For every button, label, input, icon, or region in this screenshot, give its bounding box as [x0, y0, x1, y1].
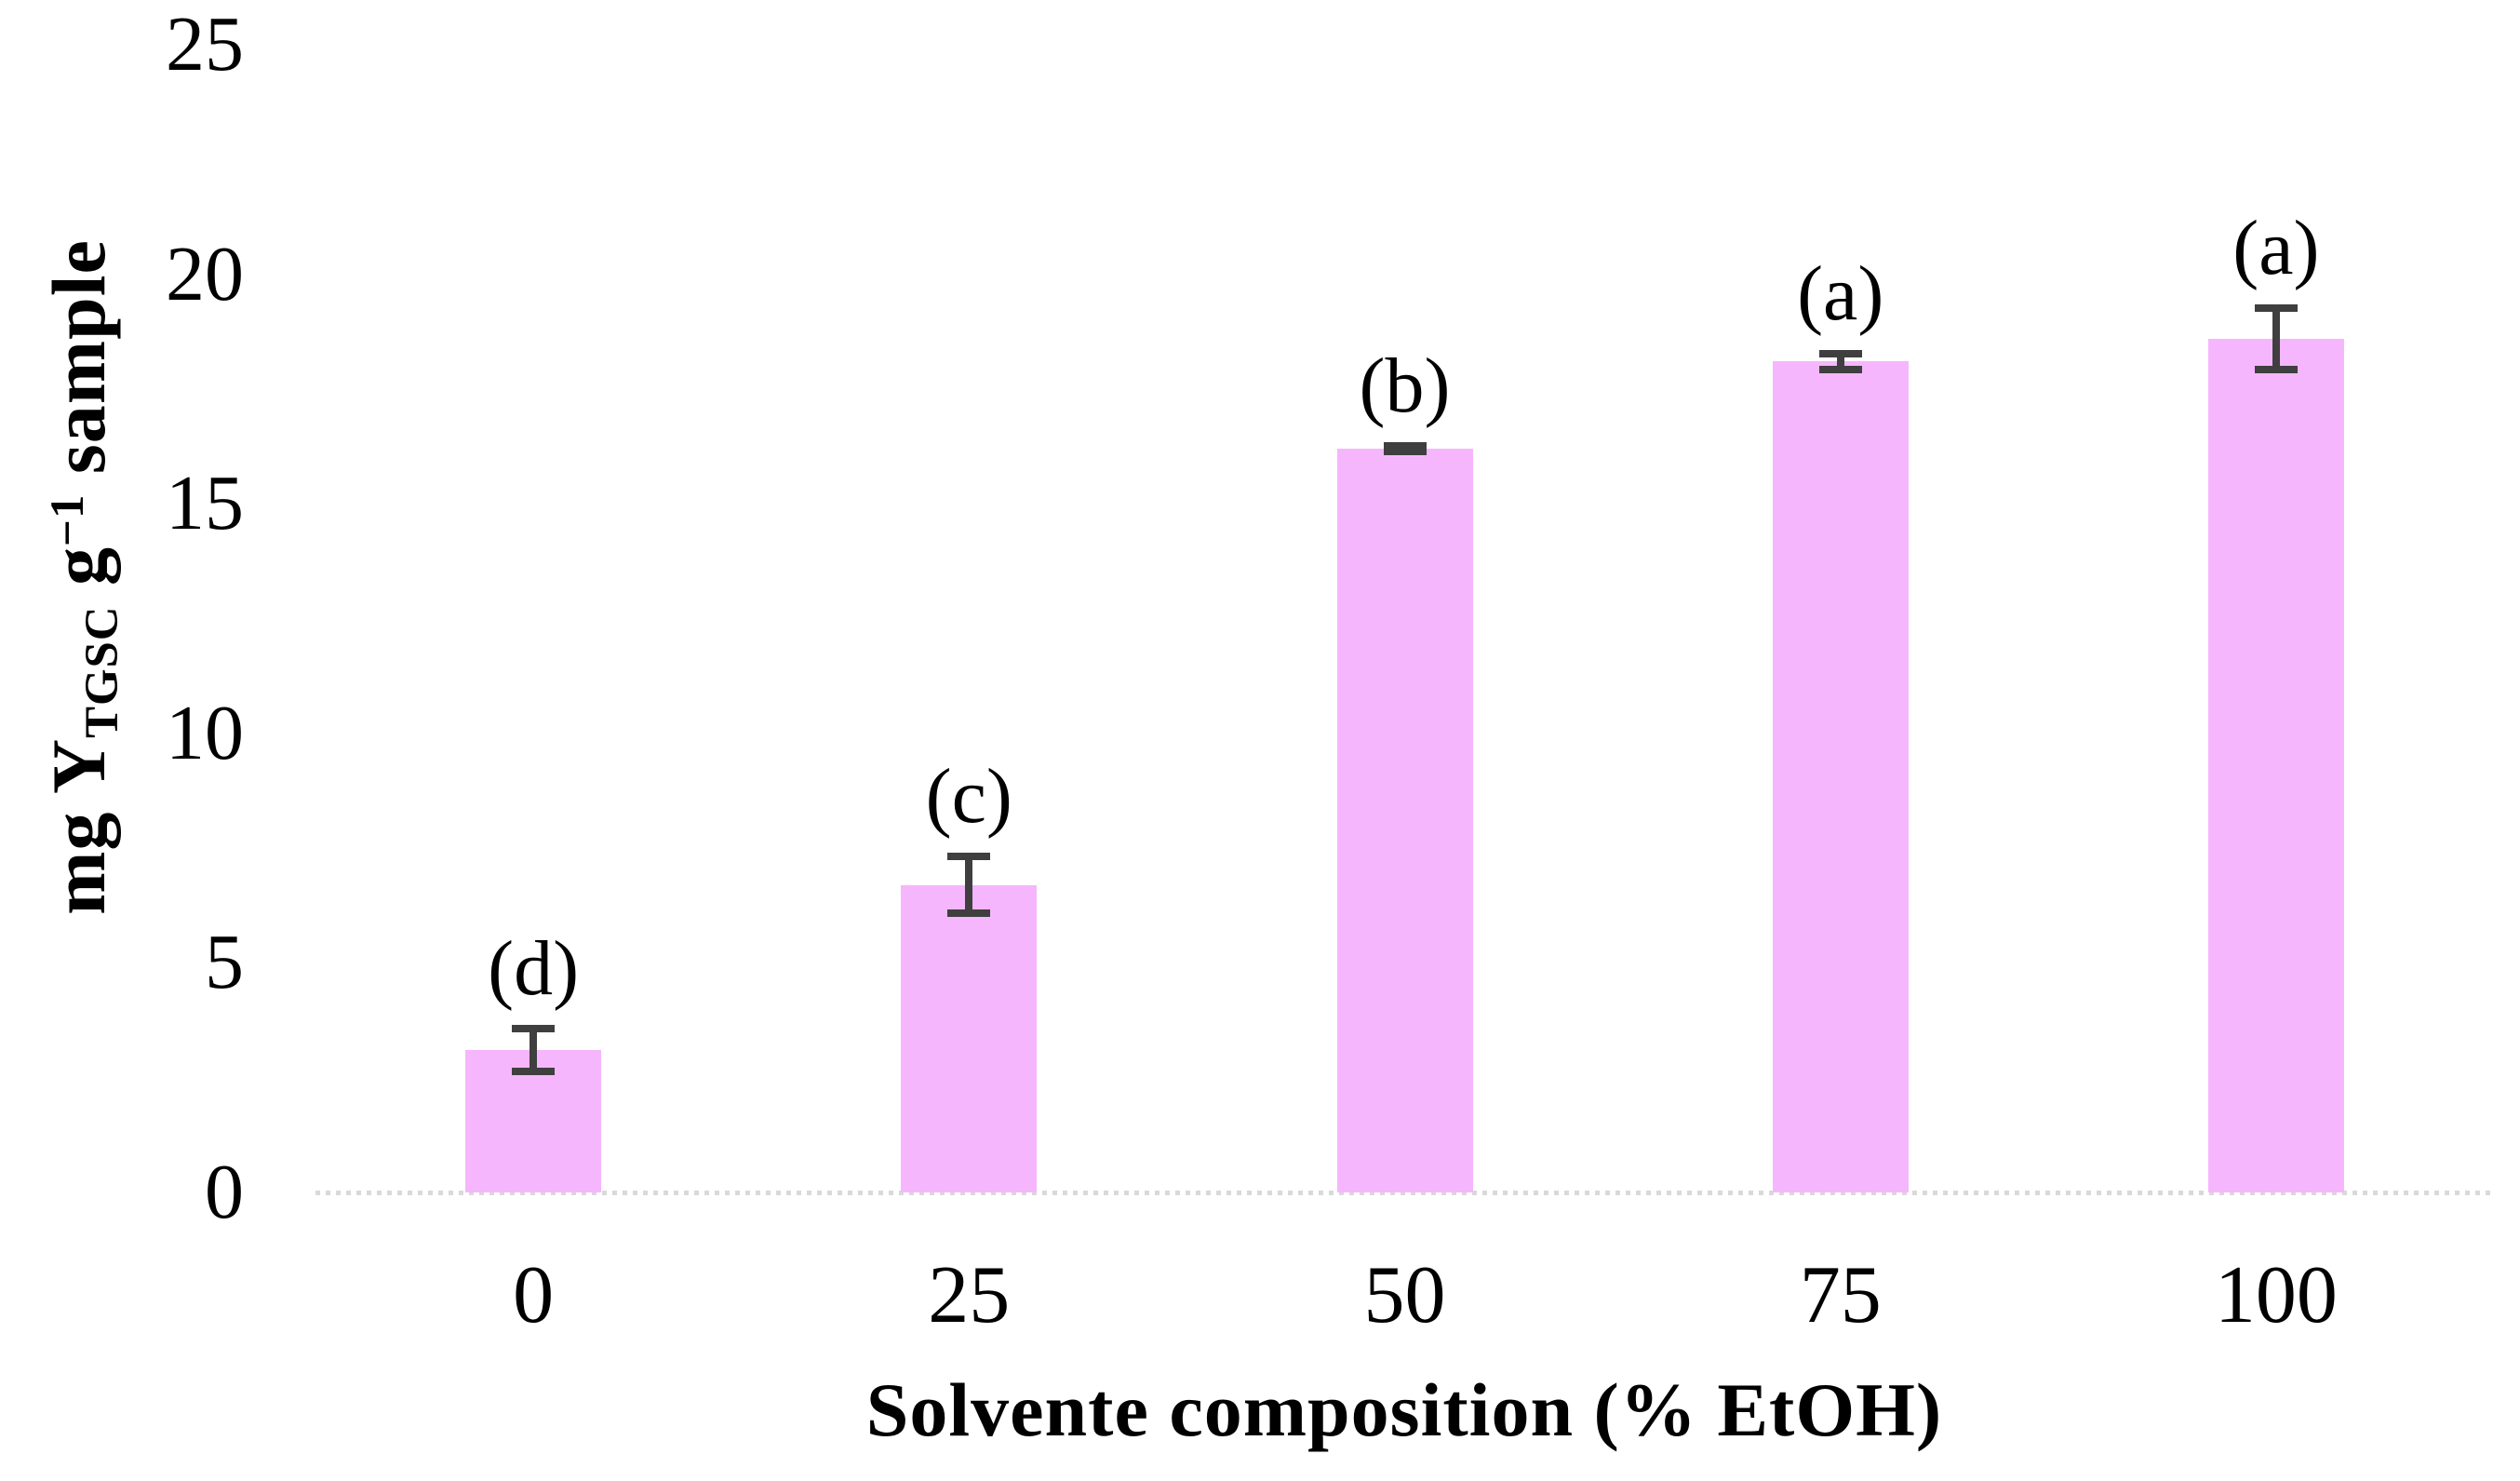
error-bar-whisker [965, 853, 973, 918]
y-tick-label: 15 [166, 460, 244, 547]
x-tick-label: 75 [1799, 1250, 1882, 1340]
y-tick-label: 20 [166, 230, 244, 317]
y-tick-label: 10 [166, 689, 244, 776]
bar [1336, 449, 1473, 1192]
error-bar-cap-bottom [947, 909, 991, 918]
error-bar-cap-top [512, 1024, 556, 1032]
y-tick-label: 5 [205, 919, 244, 1006]
x-axis-title: Solvente composition (% EtOH) [865, 1367, 1943, 1452]
error-bar-cap-top [947, 853, 991, 861]
error-bar-cap-bottom [2254, 365, 2298, 373]
error-bar-whisker [1836, 349, 1844, 373]
x-tick-label: 100 [2214, 1250, 2338, 1340]
y-axis-title: mg YTGSC g−1 sample [35, 239, 127, 915]
x-axis-line [315, 1191, 2494, 1195]
error-bar-whisker [2272, 303, 2280, 373]
y-tick-label: 0 [205, 1149, 244, 1235]
error-bar-whisker [529, 1024, 538, 1076]
error-bar-cap-bottom [1383, 448, 1427, 456]
y-axis-title-mid: g [36, 545, 121, 606]
error-bar-cap-bottom [512, 1068, 556, 1076]
x-tick-label: 25 [928, 1250, 1011, 1340]
significance-letter: (a) [1797, 249, 1884, 337]
x-tick-label: 0 [513, 1250, 555, 1340]
error-bar-cap-bottom [1818, 365, 1862, 373]
significance-letter: (c) [925, 753, 1012, 841]
x-tick-label: 50 [1363, 1250, 1446, 1340]
error-bar-cap-top [2254, 303, 2298, 312]
significance-letter: (a) [2232, 204, 2320, 291]
error-bar-cap-top [1818, 349, 1862, 357]
bar [1772, 361, 1909, 1192]
bar [901, 884, 1038, 1192]
y-tick-label: 25 [166, 1, 244, 88]
significance-letter: (d) [488, 924, 580, 1012]
bar [2207, 338, 2344, 1192]
error-bar-cap-top [1383, 441, 1427, 450]
significance-letter: (b) [1359, 342, 1451, 429]
